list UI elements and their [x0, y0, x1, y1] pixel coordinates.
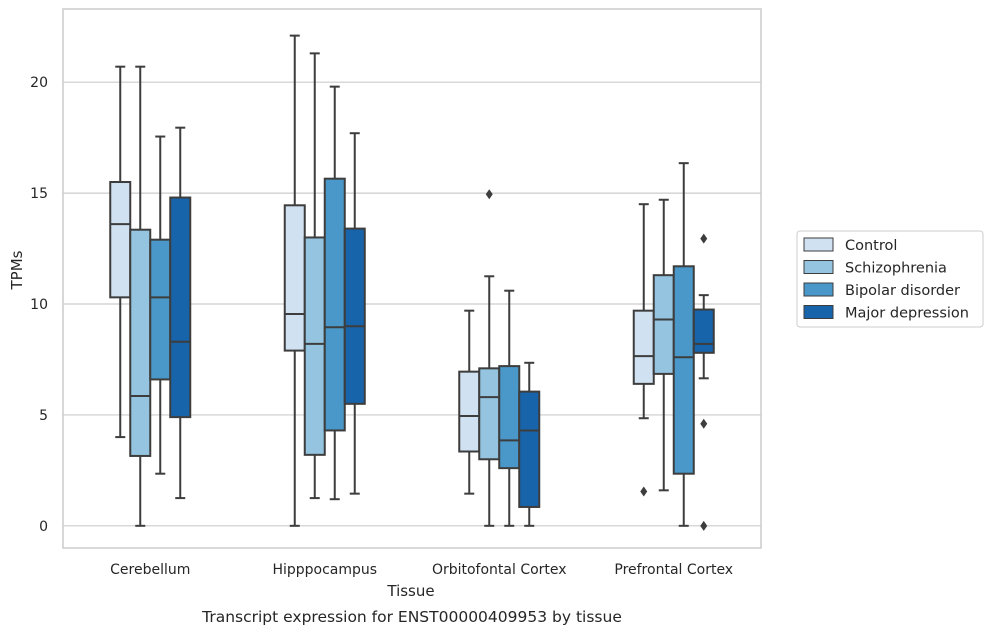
box-iqr [652, 274, 675, 375]
x-axis-ticks: Cerebellum Hipppocampus Orbitofontal Corte… [110, 562, 733, 578]
x-tick-label: Orbitofontal Cortex [432, 562, 567, 578]
box-control-2 [458, 309, 481, 495]
box-iqr [303, 236, 326, 456]
y-tick-label: 0 [39, 519, 48, 535]
legend-label: Schizophrenia [845, 261, 947, 277]
legend-label: Major depression [845, 306, 969, 322]
legend-label: Bipolar disorder [845, 283, 960, 299]
box-iqr [518, 390, 541, 508]
legend-swatch [803, 305, 834, 319]
box-iqr [323, 177, 346, 432]
y-axis-ticks: 0 5 10 15 20 [30, 75, 48, 535]
box-control-0 [109, 65, 132, 439]
box-iqr [109, 181, 132, 299]
x-tick-label: Hipppocampus [272, 562, 377, 578]
box-control-1 [283, 34, 306, 527]
box-major-depression-1 [343, 132, 366, 495]
outlier-point [700, 520, 708, 531]
box-iqr [129, 228, 152, 457]
box-iqr [692, 308, 715, 354]
legend-item-major-depression: Major depression [803, 305, 969, 322]
box-schizophrenia-2 [478, 189, 501, 527]
box-major-depression-3 [692, 233, 715, 531]
box-control-3 [632, 203, 655, 497]
box-major-depression-0 [169, 126, 192, 500]
legend-frame [796, 230, 984, 328]
box-iqr [149, 238, 172, 381]
legend-swatch [803, 237, 834, 252]
box-major-depression-2 [518, 361, 541, 527]
y-tick-label: 10 [30, 297, 48, 313]
legend: Control Schizophrenia Bipolar disorder Majo… [796, 230, 984, 328]
box-schizophrenia-1 [303, 52, 326, 500]
plot-frame [62, 8, 762, 549]
outlier-point [700, 233, 708, 244]
outlier-point [640, 486, 648, 497]
y-tick-label: 5 [39, 408, 48, 424]
box-schizophrenia-3 [652, 198, 675, 492]
box-bipolar-disorder-2 [498, 289, 521, 527]
box-plots [109, 34, 715, 531]
legend-item-schizophrenia: Schizophrenia [803, 260, 947, 277]
legend-item-control: Control [803, 237, 897, 254]
x-tick-label: Prefrontal Cortex [614, 562, 733, 578]
y-axis-label: TPMs [8, 250, 26, 290]
box-bipolar-disorder-1 [323, 85, 346, 501]
legend-swatch [803, 282, 834, 297]
legend-swatch [803, 260, 834, 274]
box-schizophrenia-0 [129, 65, 152, 527]
y-tick-label: 20 [30, 75, 48, 91]
x-tick-label: Cerebellum [110, 562, 190, 578]
box-iqr [169, 196, 192, 419]
box-bipolar-disorder-3 [672, 162, 695, 527]
outlier-point [485, 189, 493, 200]
outlier-point [700, 418, 708, 429]
box-iqr [283, 204, 306, 352]
box-bipolar-disorder-0 [149, 135, 172, 475]
legend-item-bipolar-disorder: Bipolar disorder [803, 282, 960, 299]
legend-label: Control [845, 238, 897, 254]
chart-caption: Transcript expression for ENST0000040995… [201, 608, 622, 626]
box-iqr [458, 370, 481, 453]
box-iqr [672, 265, 695, 475]
x-axis-label: Tissue [386, 582, 434, 600]
box-iqr [632, 309, 655, 385]
box-iqr [478, 367, 501, 461]
box-iqr [498, 365, 521, 470]
y-tick-label: 15 [30, 186, 48, 202]
box-iqr [343, 227, 366, 405]
